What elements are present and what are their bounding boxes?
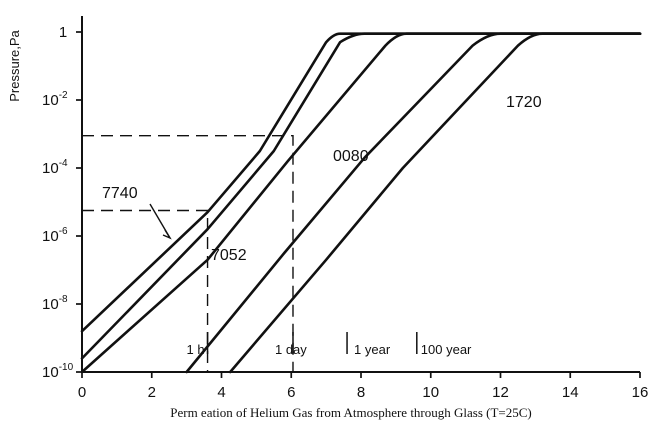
curve-label-1720: 1720 (506, 94, 542, 111)
curve-0080 (185, 32, 642, 374)
y-tick-label: 10-2 (42, 90, 68, 109)
x-tick-label: 0 (78, 384, 86, 401)
curve-7052 (80, 32, 642, 360)
unlabeled-curve (80, 32, 642, 374)
glass-permeation-curves (80, 32, 642, 374)
x-tick-label: 8 (357, 384, 365, 401)
y-tick-label: 10-6 (42, 226, 68, 245)
x-tick-label: 16 (632, 384, 649, 401)
y-tick-label: 1 (59, 24, 67, 41)
x-tick-label: 14 (562, 384, 579, 401)
y-tick-base: 10 (42, 364, 59, 381)
y-tick-exponent: -6 (59, 226, 68, 237)
curve-label-0080: 0080 (333, 148, 369, 165)
dashed-guide-line (82, 135, 294, 372)
y-tick-exponent: -10 (59, 362, 74, 373)
x-tick-label: 10 (422, 384, 439, 401)
y-tick-base: 10 (42, 92, 59, 109)
x-tick-label: 6 (287, 384, 295, 401)
y-tick-exponent: -4 (59, 158, 68, 169)
x-tick-label: 2 (148, 384, 156, 401)
y-tick-base: 10 (42, 296, 59, 313)
x-axis-title: Perm eation of Helium Gas from Atmospher… (170, 405, 532, 420)
time-marker-label: 1 year (354, 342, 391, 357)
y-tick-label: 10-10 (42, 362, 74, 381)
y-tick-label: 10-8 (42, 294, 68, 313)
curve-label-7740: 7740 (102, 185, 138, 202)
y-tick-exponent: -8 (59, 294, 68, 305)
x-tick-label: 12 (492, 384, 509, 401)
y-tick-base: 10 (42, 160, 59, 177)
y-tick-label: 10-4 (42, 158, 68, 177)
time-markers: 1 h 1 day 1 year 100 year (187, 332, 472, 357)
chart-labels: 7740 7052 0080 1720 Pressure,Pa Perm eation o… (7, 29, 542, 420)
y-tick-base: 10 (42, 228, 59, 245)
x-tick-label: 4 (217, 384, 225, 401)
curve-7740 (80, 32, 642, 333)
chart-axes (81, 16, 640, 373)
y-axis-title: Pressure,Pa (7, 29, 22, 101)
arrow-head-icon (162, 229, 172, 240)
y-tick-exponent: -2 (59, 90, 68, 101)
curve-label-7052: 7052 (211, 247, 247, 264)
time-marker-label: 1 h (187, 342, 205, 357)
time-marker-label: 100 year (421, 342, 472, 357)
y-tick-base: 1 (59, 24, 67, 41)
time-marker-label: 1 day (275, 342, 307, 357)
curve-1720 (228, 32, 642, 374)
